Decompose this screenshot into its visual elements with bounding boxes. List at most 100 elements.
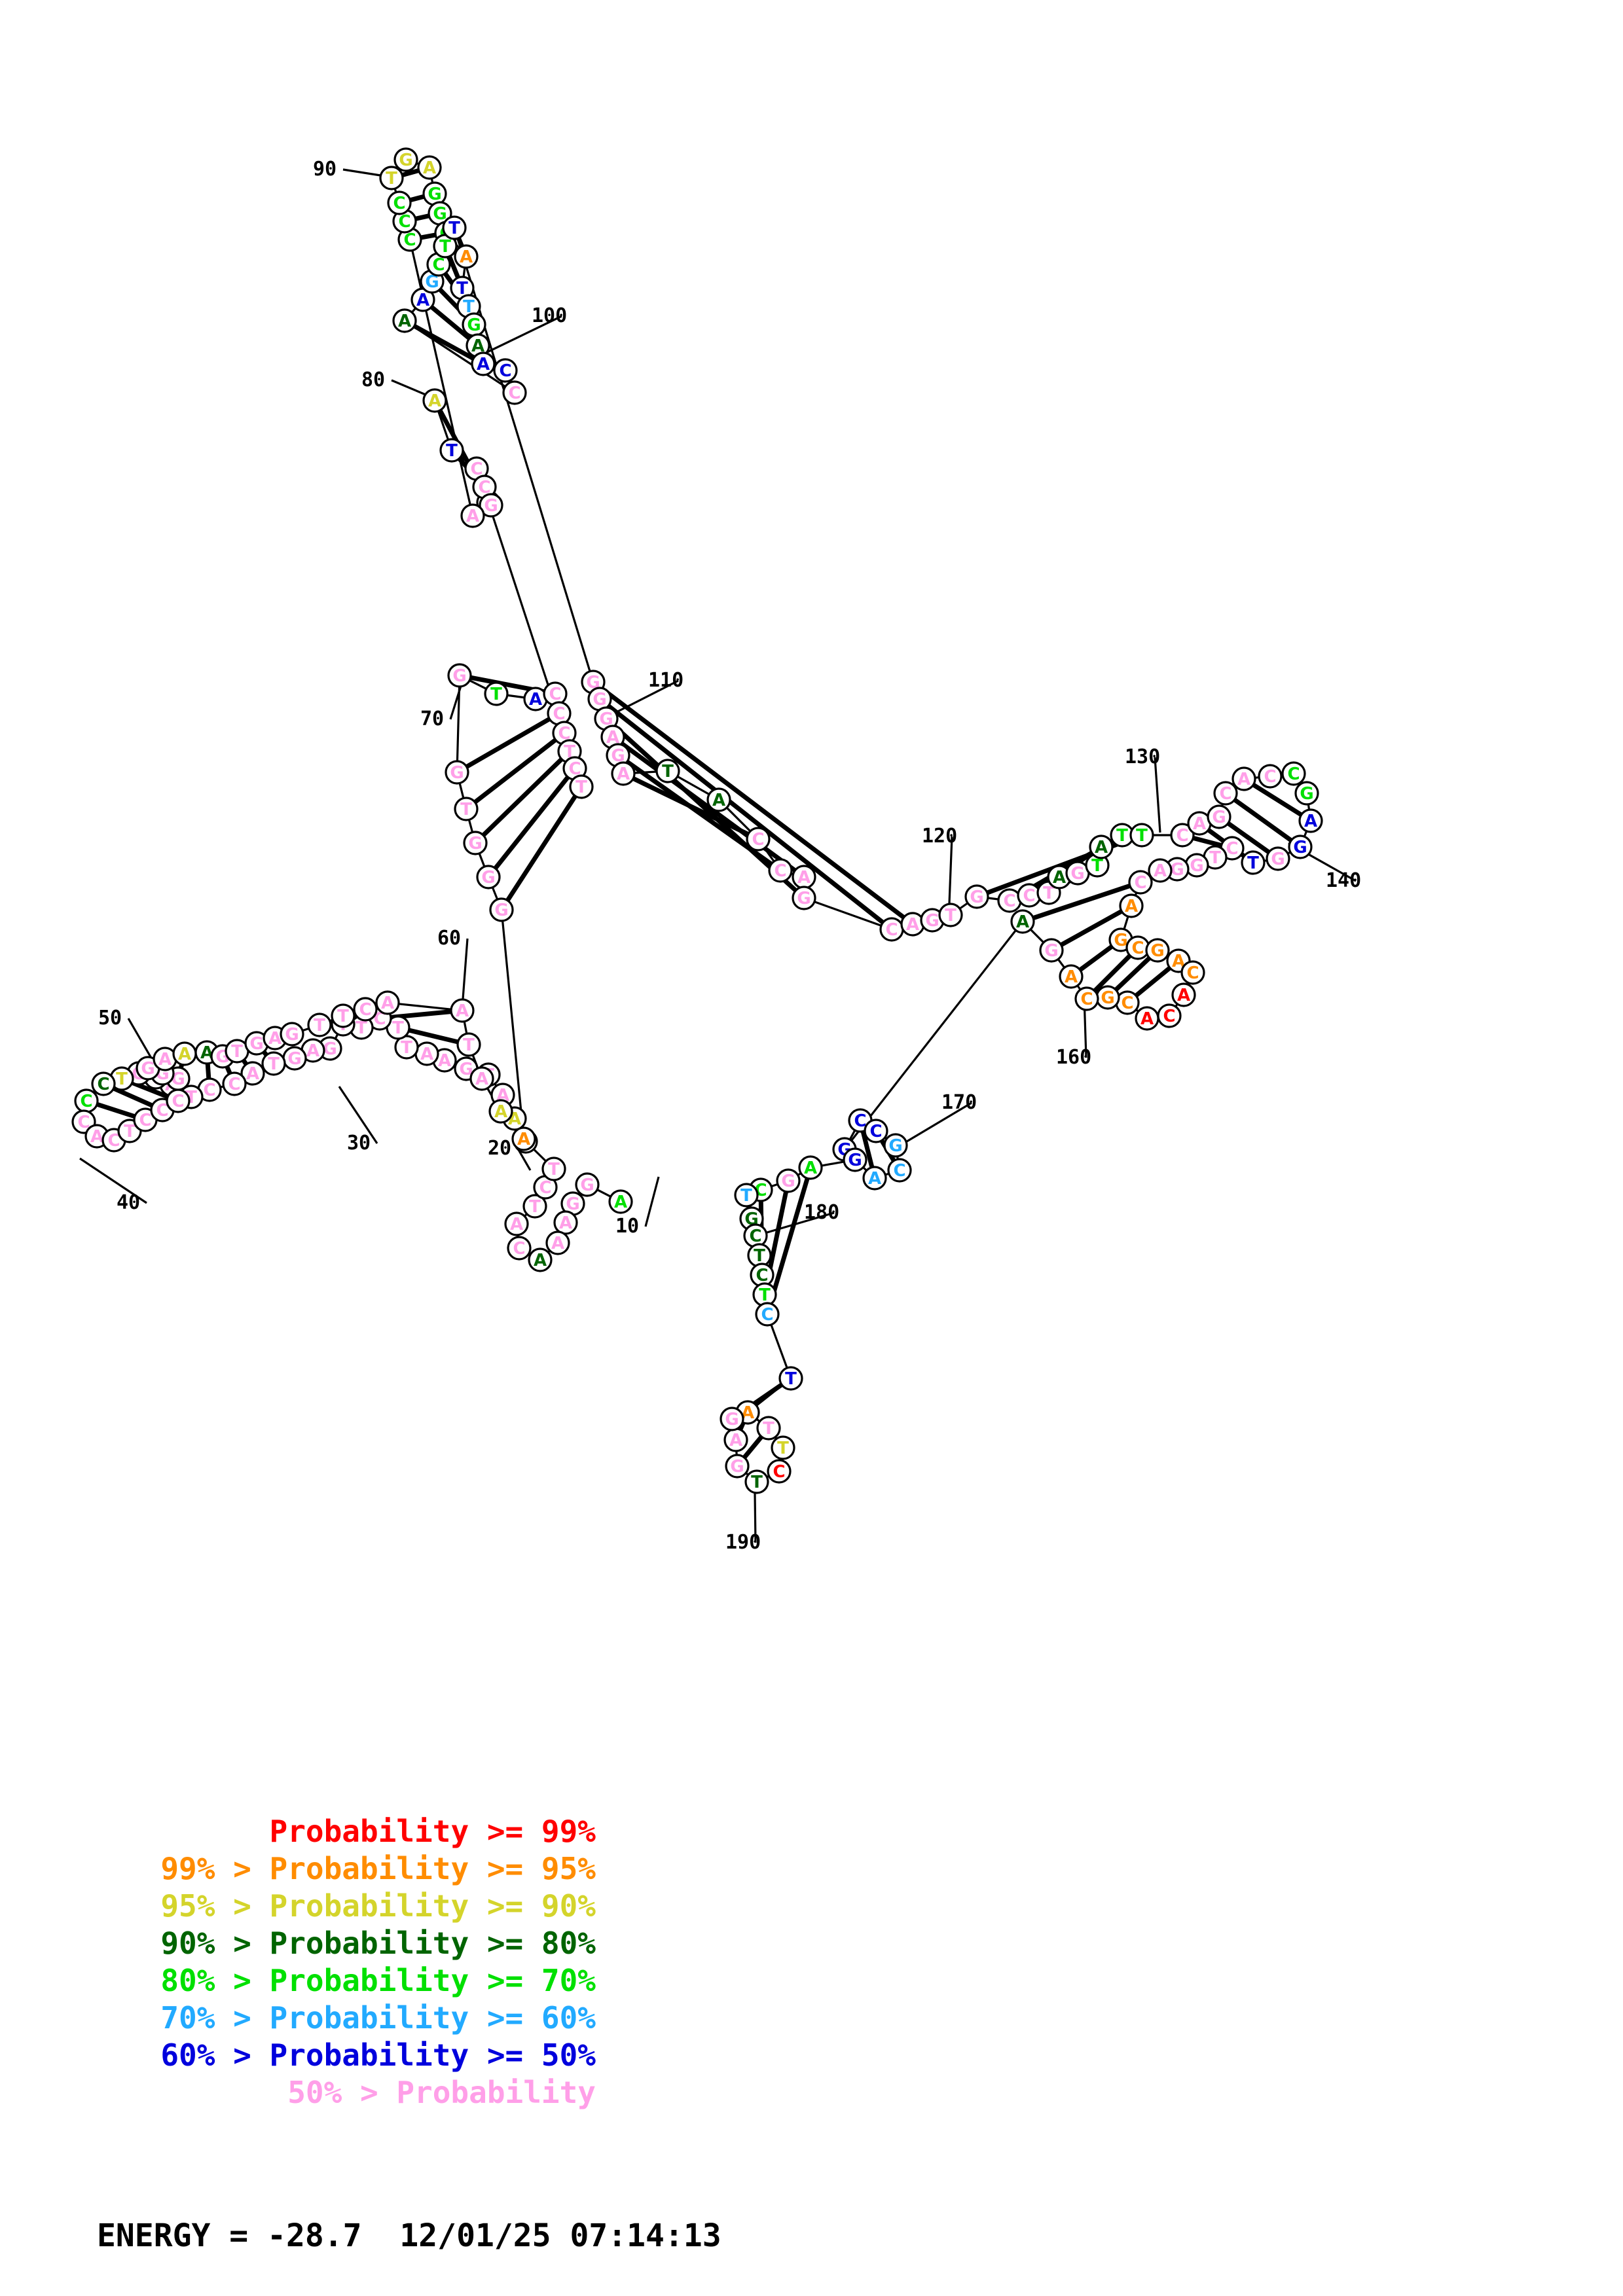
nucleotide[interactable]: A (545, 1230, 570, 1255)
nucleotide[interactable]: G (720, 1407, 744, 1431)
nucleotide[interactable]: C (887, 1158, 912, 1183)
nucleotide[interactable]: A (1231, 766, 1256, 791)
nucleotide[interactable]: G (594, 706, 619, 731)
nucleotide[interactable]: C (502, 380, 527, 405)
nucleotide[interactable]: A (1171, 982, 1196, 1007)
nucleotide[interactable]: T (454, 797, 479, 821)
nucleotide[interactable]: T (744, 1469, 769, 1494)
nucleotide[interactable]: T (1203, 845, 1228, 870)
nucleotide[interactable]: G (725, 1454, 750, 1479)
nucleotide[interactable]: T (386, 1015, 410, 1040)
nucleotide[interactable]: A (1135, 1006, 1159, 1031)
nucleotide[interactable]: T (331, 1003, 356, 1028)
nucleotide[interactable]: T (541, 1157, 566, 1181)
nucleotide[interactable]: C (387, 190, 412, 215)
nucleotide[interactable]: A (723, 1427, 748, 1452)
nucleotide[interactable]: A (511, 1126, 536, 1151)
nucleotide[interactable]: T (456, 294, 481, 319)
nucleotide[interactable]: A (153, 1047, 177, 1071)
nucleotide[interactable]: G (1266, 846, 1290, 871)
nucleotide[interactable]: A (1047, 865, 1072, 889)
nucleotide[interactable]: C (755, 1302, 780, 1327)
nucleotide[interactable]: C (1258, 764, 1283, 789)
nucleotide[interactable]: G (1288, 834, 1313, 859)
nucleotide[interactable]: C (768, 858, 793, 883)
nucleotide[interactable]: G (776, 1168, 801, 1193)
nucleotide[interactable]: C (997, 888, 1022, 913)
nucleotide[interactable]: A (469, 1066, 494, 1091)
nucleotide[interactable]: G (447, 663, 472, 688)
nucleotide[interactable]: T (307, 1013, 332, 1037)
nucleotide[interactable]: G (883, 1133, 908, 1158)
nucleotide[interactable]: A (422, 388, 447, 413)
nucleotide[interactable]: A (450, 998, 475, 1023)
nucleotide[interactable]: C (547, 701, 572, 726)
nucleotide[interactable]: G (606, 743, 630, 768)
nucleotide[interactable]: C (1074, 986, 1099, 1011)
nucleotide[interactable]: T (522, 1194, 547, 1219)
nucleotide[interactable]: G (1065, 861, 1090, 886)
nucleotide[interactable]: G (489, 897, 514, 922)
nucleotide[interactable]: A (528, 1247, 553, 1272)
nucleotide[interactable]: C (746, 827, 771, 852)
nucleotide[interactable]: A (410, 287, 435, 312)
nucleotide[interactable]: T (1110, 823, 1135, 848)
nucleotide[interactable]: G (445, 760, 469, 785)
nucleotide[interactable]: C (1281, 761, 1306, 786)
nucleotide[interactable]: T (569, 774, 594, 799)
nucleotide[interactable]: G (560, 1191, 585, 1216)
nucleotide[interactable]: G (792, 886, 816, 910)
nucleotide[interactable]: A (460, 503, 485, 528)
nucleotide[interactable]: C (1125, 935, 1150, 960)
nucleotide[interactable]: A (1119, 893, 1144, 918)
nucleotide[interactable]: T (1129, 823, 1154, 848)
nucleotide[interactable]: T (442, 215, 467, 240)
nucleotide[interactable]: A (488, 1099, 513, 1124)
nucleotide[interactable]: T (1241, 850, 1266, 875)
nucleotide[interactable]: G (964, 884, 989, 909)
nucleotide[interactable]: C (743, 1223, 768, 1248)
nucleotide[interactable]: C (166, 1088, 191, 1113)
nucleotide[interactable]: T (261, 1051, 286, 1076)
nucleotide[interactable]: G (1165, 857, 1190, 882)
nucleotide[interactable]: A (900, 912, 925, 937)
nucleotide[interactable]: C (507, 1236, 532, 1261)
nucleotide[interactable]: A (611, 761, 636, 786)
nucleotide[interactable]: G (575, 1172, 600, 1197)
nucleotide[interactable]: T (433, 234, 458, 259)
nucleotide[interactable]: G (587, 687, 612, 711)
nucleotide[interactable]: A (862, 1166, 887, 1191)
nucleotide[interactable]: A (172, 1041, 197, 1066)
nucleotide[interactable]: T (734, 1183, 759, 1208)
nucleotide[interactable]: C (552, 721, 577, 745)
nucleotide[interactable]: A (1148, 858, 1173, 883)
nucleotide[interactable]: C (1180, 960, 1205, 985)
nucleotide[interactable]: A (523, 687, 548, 711)
nucleotide[interactable]: A (1059, 964, 1084, 989)
nucleotide[interactable]: G (739, 1206, 764, 1231)
nucleotide[interactable]: C (222, 1071, 247, 1096)
nucleotide[interactable]: A (504, 1211, 529, 1236)
nucleotide[interactable]: A (392, 308, 417, 333)
nucleotide[interactable]: G (393, 147, 418, 172)
nucleotide[interactable]: G (244, 1031, 269, 1056)
nucleotide[interactable]: G (843, 1147, 867, 1172)
nucleotide[interactable]: A (375, 990, 400, 1015)
nucleotide[interactable]: A (1298, 808, 1323, 833)
nucleotide[interactable]: G (479, 493, 503, 518)
nucleotide[interactable]: A (600, 725, 625, 749)
nucleotide[interactable]: T (439, 438, 464, 463)
nucleotide[interactable]: T (379, 166, 404, 190)
nucleotide[interactable]: A (1010, 909, 1035, 934)
nucleotide[interactable]: A (706, 787, 731, 812)
nucleotide[interactable]: C (1170, 823, 1195, 848)
nucleotide[interactable]: A (471, 351, 496, 376)
nucleotide[interactable]: C (864, 1119, 888, 1143)
nucleotide[interactable]: A (417, 155, 442, 180)
nucleotide[interactable]: T (747, 1243, 772, 1268)
nucleotide[interactable]: A (608, 1189, 633, 1214)
nucleotide[interactable]: A (1089, 834, 1114, 859)
nucleotide[interactable]: G (422, 181, 447, 206)
nucleotide[interactable]: C (879, 917, 904, 942)
nucleotide[interactable]: C (493, 358, 518, 383)
